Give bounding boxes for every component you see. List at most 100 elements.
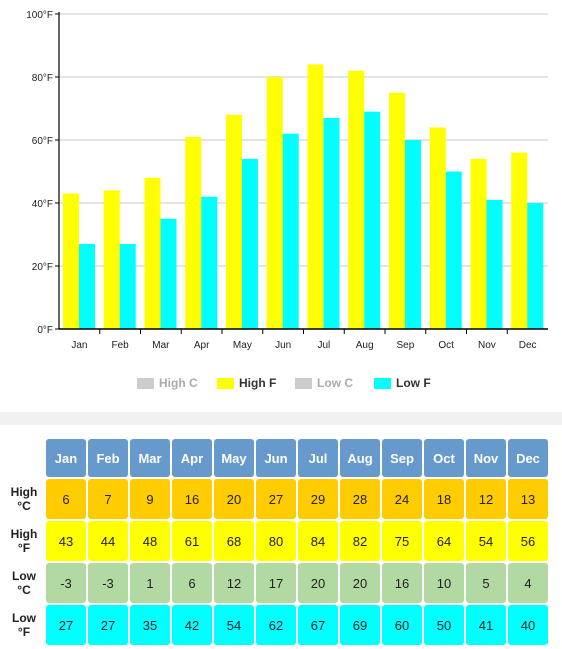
table-cell: 61: [172, 521, 212, 561]
table-cell: 20: [340, 563, 380, 603]
y-tick-label: 80°F: [32, 73, 53, 84]
row-label: Low °F: [12, 611, 36, 639]
legend-item-high-c[interactable]: High C: [137, 372, 198, 394]
bar-low-f: [79, 243, 95, 329]
table-corner: [4, 439, 44, 477]
bar-low-f: [160, 218, 177, 329]
month-header: May: [214, 439, 254, 477]
x-tick-label: Jan: [71, 340, 87, 351]
month-header: Feb: [88, 439, 128, 477]
table-cell: 20: [214, 479, 254, 519]
month-header: Jun: [256, 439, 296, 477]
x-tick-label: Sep: [396, 340, 414, 351]
month-header: Jul: [298, 439, 338, 477]
y-tick-label: 0°F: [37, 325, 53, 336]
climate-table: Jan Feb Mar Apr May Jun Jul Aug Sep Oct Nov Dec Hig…: [2, 437, 550, 647]
bar-low-f: [364, 111, 381, 330]
table-cell: 4: [508, 563, 548, 603]
temperature-chart: 0°F 20°F 40°F 60°F 80°F 100°F Jan Feb Mar Apr May J…: [26, 10, 548, 351]
legend-swatch: [374, 377, 391, 389]
table-cell: 27: [256, 479, 296, 519]
table-cell: 1: [130, 563, 170, 603]
bar-high-f: [470, 158, 487, 329]
legend-label: High C: [159, 376, 198, 390]
bar-high-f: [63, 193, 79, 329]
legend-item-low-c[interactable]: Low C: [295, 372, 353, 394]
table-cell: 42: [172, 605, 212, 645]
table-row: Low °C -3 -3 1 6 12 17 20 20 16 10 5 4: [4, 563, 548, 603]
month-header: Dec: [508, 439, 548, 477]
y-tick-label: 40°F: [32, 199, 53, 210]
table-row: High °C 6 7 9 16 20 27 29 28 24 18 12 13: [4, 479, 548, 519]
table-cell: 24: [382, 479, 422, 519]
x-tick-label: Mar: [152, 340, 170, 351]
table-cell: 12: [466, 479, 506, 519]
table-cell: 29: [298, 479, 338, 519]
table-cell: 6: [46, 479, 86, 519]
legend-label: High F: [239, 376, 277, 390]
x-tick-label: Dec: [519, 340, 537, 351]
legend-swatch: [295, 377, 312, 389]
divider-band: [0, 412, 562, 425]
table-cell: 27: [88, 605, 128, 645]
table-cell: 17: [256, 563, 296, 603]
legend-label: Low C: [317, 376, 353, 390]
table-cell: 28: [340, 479, 380, 519]
bar-low-f: [405, 140, 421, 329]
table-cell: 69: [340, 605, 380, 645]
table-cell: 5: [466, 563, 506, 603]
table-cell: 13: [508, 479, 548, 519]
table-cell: 75: [382, 521, 422, 561]
table-cell: 80: [256, 521, 296, 561]
legend-item-high-f[interactable]: High F: [217, 372, 276, 394]
table-cell: 18: [424, 479, 464, 519]
legend-item-low-f[interactable]: Low F: [374, 372, 431, 394]
table-cell: 84: [298, 521, 338, 561]
bar-high-f: [429, 127, 446, 330]
table-cell: 20: [298, 563, 338, 603]
table-cell: 7: [88, 479, 128, 519]
bar-high-f: [348, 70, 365, 329]
bar-high-f: [307, 64, 324, 330]
bar-low-f: [201, 196, 218, 329]
x-tick-label: Feb: [112, 340, 130, 351]
bar-high-f: [266, 77, 283, 329]
table-cell: -3: [88, 563, 128, 603]
table-cell: -3: [46, 563, 86, 603]
x-tick-label: Nov: [478, 340, 496, 351]
table-row: High °F 43 44 48 61 68 80 84 82 75 64 54 56: [4, 521, 548, 561]
bar-high-f: [144, 177, 161, 329]
month-header: Mar: [130, 439, 170, 477]
row-label: Low °C: [12, 569, 36, 597]
month-header: Sep: [382, 439, 422, 477]
legend-swatch: [137, 377, 154, 389]
y-tick-label: 60°F: [32, 136, 53, 147]
table-cell: 10: [424, 563, 464, 603]
table-cell: 54: [466, 521, 506, 561]
bar-low-f: [323, 117, 340, 329]
x-tick-label: Oct: [438, 340, 454, 351]
bar-low-f: [527, 203, 544, 329]
table-cell: 9: [130, 479, 170, 519]
y-tick-label: 20°F: [32, 262, 53, 273]
x-tick-label: Jul: [317, 340, 330, 351]
y-tick-label: 100°F: [26, 10, 53, 21]
bar-high-f: [226, 114, 242, 329]
legend-swatch: [217, 377, 234, 389]
chart-legend: High C High F Low C Low F: [0, 372, 562, 394]
table-cell: 54: [214, 605, 254, 645]
row-label: High °F: [10, 527, 38, 555]
table-cell: 48: [130, 521, 170, 561]
x-tick-label: Jun: [275, 340, 291, 351]
table-cell: 56: [508, 521, 548, 561]
row-label: High °C: [10, 485, 38, 513]
table-row: Low °F 27 27 35 42 54 62 67 69 60 50 41 40: [4, 605, 548, 645]
table-cell: 82: [340, 521, 380, 561]
month-header: Nov: [466, 439, 506, 477]
table-cell: 27: [46, 605, 86, 645]
table-cell: 44: [88, 521, 128, 561]
table-cell: 41: [466, 605, 506, 645]
x-tick-label: Apr: [194, 340, 210, 351]
table-cell: 16: [172, 479, 212, 519]
bar-high-f: [185, 136, 202, 329]
